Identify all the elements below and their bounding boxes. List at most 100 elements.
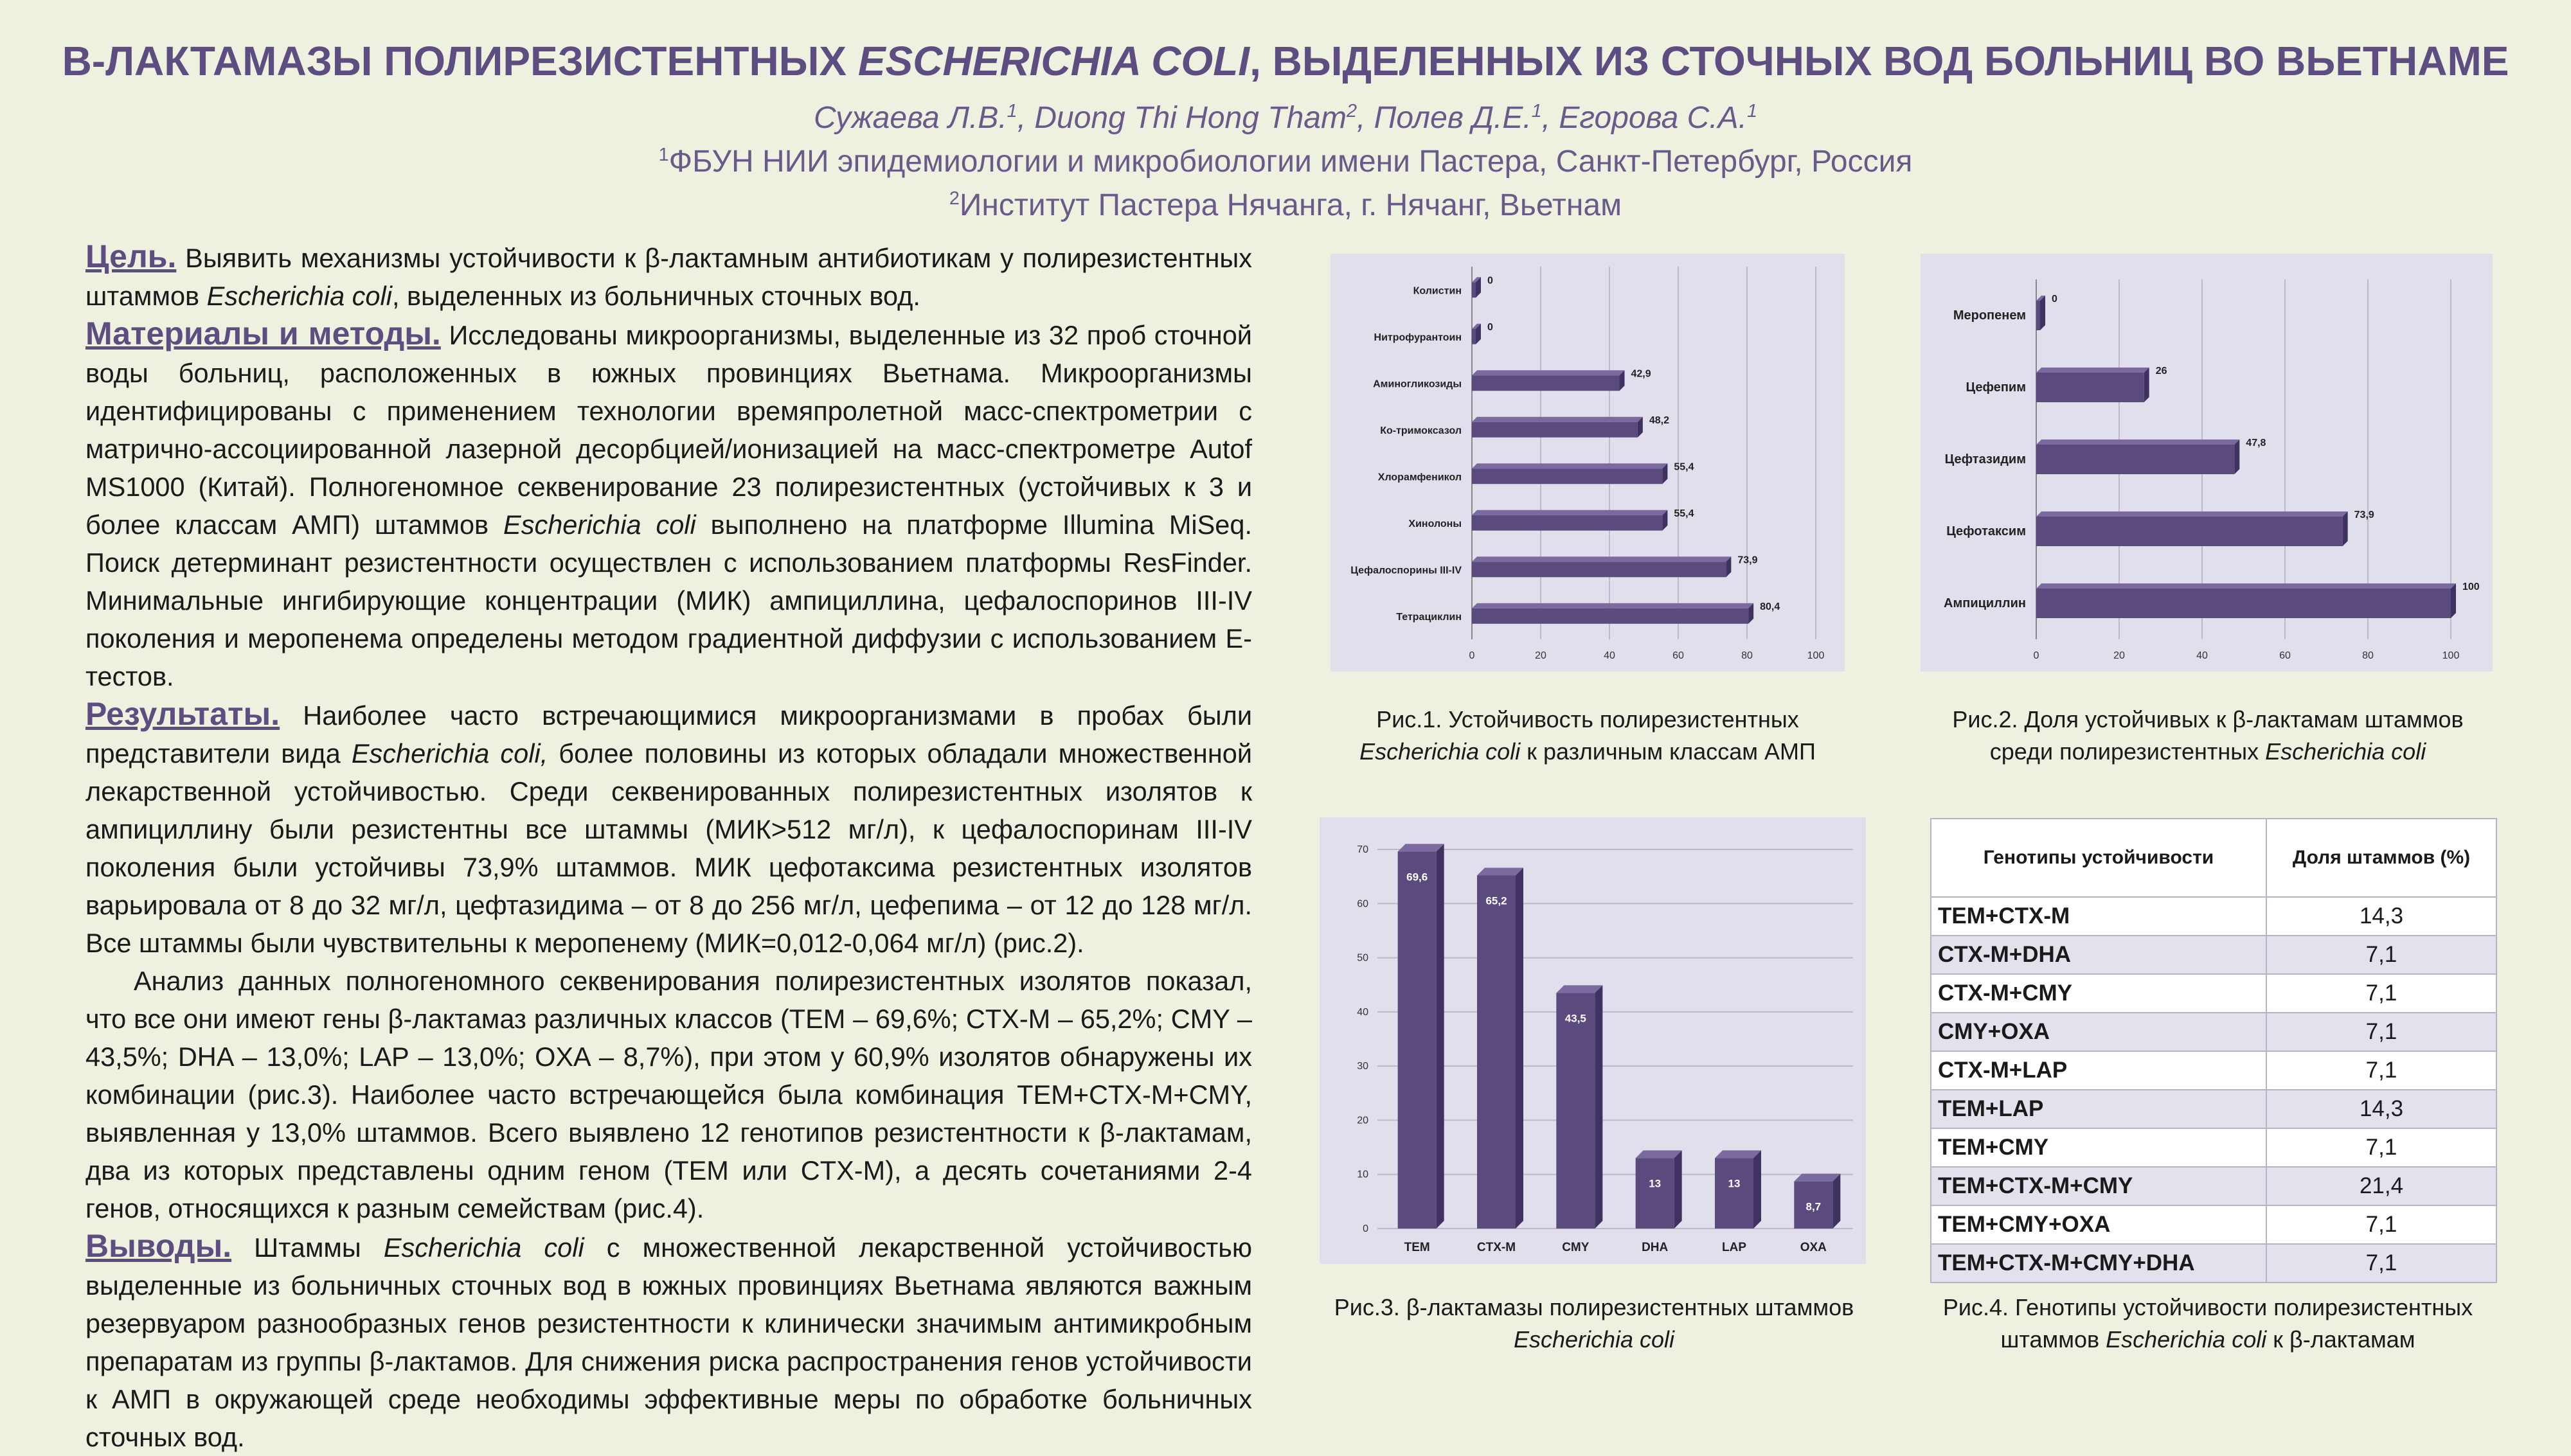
bar-side — [2234, 439, 2240, 474]
y-tick-label: 10 — [1357, 1169, 1368, 1180]
table-row: CTX-M+LAP 7,1 — [1930, 1051, 2497, 1090]
category-label: OXA — [1800, 1241, 1827, 1254]
bar-top — [1635, 1150, 1682, 1159]
chart-beta-lactam-resistance-svg: 0 20 40 60 80 100 Меропенем 0 Цефепим 26 Цефтазиди… — [1944, 280, 2480, 661]
data-label: 69,6 — [1406, 871, 1428, 883]
bar-side — [1619, 370, 1625, 391]
goal-paragraph: Цель. Выявить механизмы устойчивости к β… — [85, 238, 1252, 311]
y-tick-label: 0 — [1363, 1223, 1368, 1234]
genotype-cell: CTX-M+LAP — [1930, 1051, 2267, 1090]
bar-side — [1753, 1150, 1761, 1229]
bar-side — [1748, 603, 1754, 624]
bar — [1715, 1158, 1753, 1229]
methods-heading: Материалы и методы. — [85, 315, 441, 351]
table-row: CMY+OXA 7,1 — [1930, 1012, 2497, 1052]
x-tick-label: 20 — [2113, 650, 2125, 661]
y-tick-label: 20 — [1357, 1115, 1368, 1126]
bar-top — [1472, 463, 1668, 469]
bar-top — [1472, 556, 1732, 562]
bar-top — [1472, 416, 1643, 422]
bar — [2036, 373, 2144, 402]
methods-paragraph: Материалы и методы. Исследованы микроорг… — [85, 315, 1252, 691]
category-label: Цефепим — [1966, 380, 2026, 395]
share-cell: 14,3 — [2266, 896, 2497, 936]
x-tick-label: 80 — [1741, 650, 1753, 661]
share-cell: 7,1 — [2266, 935, 2497, 975]
table-row: CTX-M+CMY 7,1 — [1930, 973, 2497, 1013]
caption-fig1: Рис.1. Устойчивость полирезистентных Esc… — [1359, 706, 1816, 765]
data-label: 0 — [2052, 294, 2057, 305]
y-tick-label: 60 — [1357, 898, 1368, 909]
bar — [1794, 1181, 1833, 1229]
bar-top — [1472, 323, 1481, 329]
bar-side — [1726, 556, 1732, 578]
share-cell: 7,1 — [2266, 1243, 2497, 1283]
data-label: 65,2 — [1485, 894, 1507, 907]
chart-amp-resistance-svg: 0 20 40 60 80 100 Колистин 0 Нитрофурантоин 0 Амин… — [1350, 267, 1824, 661]
share-cell: 7,1 — [2266, 1128, 2497, 1167]
bar-side — [1637, 416, 1643, 438]
conclusions-heading: Выводы. — [85, 1228, 232, 1264]
share-cell: 7,1 — [2266, 1012, 2497, 1052]
category-label: Хинолоны — [1408, 519, 1462, 529]
bar-top — [2036, 439, 2240, 445]
data-label: 73,9 — [2354, 510, 2374, 520]
caption-fig3: Рис.3. β-лактамазы полирезистентных штам… — [1334, 1294, 1854, 1353]
bar — [1472, 515, 1663, 531]
bar — [2036, 301, 2040, 330]
bar — [1472, 468, 1663, 484]
authors-line: Сужаева Л.В.1, Duong Thi Hong Tham2, Пол… — [813, 101, 1758, 135]
share-cell: 7,1 — [2266, 973, 2497, 1013]
category-label: Колистин — [1413, 285, 1462, 296]
share-cell: 7,1 — [2266, 1051, 2497, 1090]
data-label: 42,9 — [1631, 368, 1651, 379]
bar-top — [1556, 985, 1603, 993]
category-label: Цефалоспорины III-IV — [1350, 565, 1462, 576]
bar-top — [1715, 1150, 1761, 1159]
poster-header: В-ЛАКТАМАЗЫ ПОЛИРЕЗИСТЕНТНЫХ ESCHERICHIA… — [0, 26, 2571, 227]
table-row: TEM+LAP 14,3 — [1930, 1089, 2497, 1129]
genotype-cell: TEM+LAP — [1930, 1089, 2267, 1129]
genotype-cell: TEM+CTX-M — [1930, 896, 2267, 936]
x-tick-label: 60 — [1672, 650, 1684, 661]
poster-title: В-ЛАКТАМАЗЫ ПОЛИРЕЗИСТЕНТНЫХ ESCHERICHIA… — [62, 38, 2509, 84]
chart-beta-lactamases-svg: 0 10 20 30 40 50 60 70 69,6 TEM 65,2 CTX-M 43,5 CMY 13… — [1357, 844, 1853, 1254]
bar — [1556, 993, 1595, 1229]
bar-top — [1472, 370, 1625, 376]
bar-top — [2036, 368, 2149, 373]
body-text: Цель. Выявить механизмы устойчивости к β… — [85, 238, 1252, 1456]
category-label: Цефотаксим — [1946, 524, 2026, 538]
bar-side — [2342, 511, 2348, 546]
chart-beta-lactamases: 0 10 20 30 40 50 60 70 69,6 TEM 65,2 CTX-M 43,5 CMY 13… — [1320, 817, 1866, 1264]
x-tick-label: 60 — [2279, 650, 2291, 661]
bar — [2036, 517, 2343, 546]
bar-side — [1662, 510, 1668, 531]
category-label: Цефтазидим — [1945, 452, 2026, 466]
data-label: 47,8 — [2246, 438, 2266, 448]
data-label: 26 — [2156, 366, 2167, 377]
x-tick-label: 80 — [2362, 650, 2374, 661]
y-tick-label: 50 — [1357, 953, 1368, 964]
bar-side — [1476, 277, 1481, 298]
bar-side — [1662, 463, 1668, 484]
bar-top — [2036, 296, 2045, 301]
bar-side — [2040, 296, 2045, 330]
bar — [1635, 1158, 1674, 1229]
genotype-cell: TEM+CTX-M+CMY — [1930, 1166, 2267, 1206]
results-heading: Результаты. — [85, 696, 280, 732]
bar-top — [1397, 844, 1444, 852]
bar — [1477, 875, 1516, 1229]
genotype-cell: CMY+OXA — [1930, 1012, 2267, 1052]
genotype-cell: CTX-M+DHA — [1930, 935, 2267, 975]
genotype-cell: TEM+CMY — [1930, 1128, 2267, 1167]
conclusions-paragraph: Выводы. Штаммы Escherichia coli с множес… — [85, 1228, 1252, 1452]
bar-side — [2144, 368, 2149, 402]
bar — [1472, 375, 1620, 391]
data-label: 0 — [1487, 322, 1493, 333]
goal-heading: Цель. — [85, 238, 177, 274]
table-row: TEM+CTX-M 14,3 — [1930, 896, 2497, 936]
bar-side — [1436, 844, 1444, 1229]
x-tick-label: 20 — [1535, 650, 1546, 661]
table-header-genotype: Генотипы устойчивости — [1930, 818, 2267, 898]
bar-top — [1472, 277, 1481, 283]
